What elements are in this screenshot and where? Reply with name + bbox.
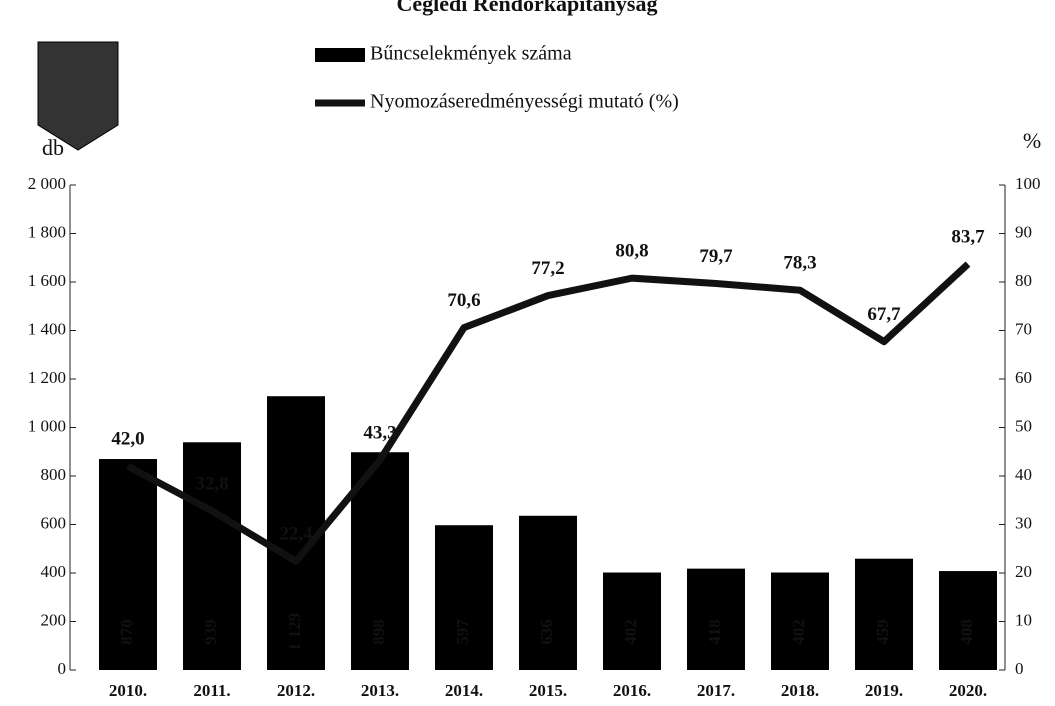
bar-value-label: 459 — [873, 619, 892, 645]
y2-tick-label: 100 — [1015, 174, 1041, 193]
x-tick-label: 2015. — [529, 681, 567, 700]
bar-value-label: 1 129 — [285, 613, 304, 651]
bar — [855, 558, 913, 670]
line-value-label: 70,6 — [447, 290, 480, 311]
bar — [183, 442, 241, 670]
x-tick-label: 2013. — [361, 681, 399, 700]
bar-value-label: 418 — [705, 619, 724, 645]
y2-tick-label: 40 — [1015, 465, 1032, 484]
y2-tick-label: 30 — [1015, 513, 1032, 532]
bar — [771, 572, 829, 670]
line — [126, 261, 971, 565]
y-axis-label: db — [42, 135, 64, 160]
legend-label: Bűncselekmények száma — [370, 43, 572, 65]
line-value-label: 67,7 — [867, 304, 901, 325]
y-tick-label: 600 — [41, 513, 67, 532]
line-value-label: 78,3 — [783, 253, 816, 274]
line-value-label: 79,7 — [699, 246, 733, 267]
y2-tick-label: 70 — [1015, 319, 1032, 338]
y-tick-label: 1 600 — [28, 271, 66, 290]
line-value-label: 43,3 — [363, 422, 396, 443]
line-value-label: 42,0 — [111, 429, 144, 450]
legend-swatch — [315, 48, 365, 62]
police-logo — [37, 41, 119, 151]
bar-value-label: 898 — [369, 619, 388, 645]
x-tick-label: 2011. — [193, 681, 230, 700]
y2-tick-label: 0 — [1015, 659, 1024, 678]
y-tick-label: 1 000 — [28, 416, 66, 435]
x-tick-label: 2019. — [865, 681, 903, 700]
y2-axis-label: % — [1023, 128, 1041, 153]
y-tick-label: 800 — [41, 465, 67, 484]
y-tick-label: 1 800 — [28, 222, 66, 241]
x-tick-label: 2014. — [445, 681, 483, 700]
line-value-label: 22,4 — [279, 524, 313, 545]
bar — [519, 515, 577, 670]
y-tick-label: 400 — [41, 562, 67, 581]
bar-value-label: 402 — [621, 619, 640, 645]
x-tick-label: 2010. — [109, 681, 147, 700]
x-tick-label: 2018. — [781, 681, 819, 700]
y-tick-label: 2 000 — [28, 174, 66, 193]
y-tick-label: 1 400 — [28, 319, 66, 338]
bar-value-label: 408 — [957, 619, 976, 645]
y-tick-label: 0 — [58, 659, 67, 678]
bar-value-label: 597 — [453, 619, 472, 645]
line-value-label: 83,7 — [951, 226, 985, 247]
y2-tick-label: 90 — [1015, 222, 1032, 241]
y2-tick-label: 20 — [1015, 562, 1032, 581]
y2-tick-label: 60 — [1015, 368, 1032, 387]
bar — [939, 571, 997, 670]
bar-value-label: 870 — [117, 619, 136, 645]
bar-value-label: 402 — [789, 619, 808, 645]
line-value-label: 32,8 — [195, 473, 228, 494]
chart-title: Ceglédi Rendőrkapitányság — [397, 0, 658, 16]
bar — [435, 525, 493, 670]
line-value-label: 80,8 — [615, 240, 648, 261]
bar-value-label: 636 — [537, 619, 556, 645]
x-tick-label: 2012. — [277, 681, 315, 700]
line-value-label: 77,2 — [531, 258, 564, 279]
y2-tick-label: 10 — [1015, 610, 1032, 629]
x-tick-label: 2016. — [613, 681, 651, 700]
bar — [687, 568, 745, 670]
x-tick-label: 2020. — [949, 681, 987, 700]
y-tick-label: 200 — [41, 610, 67, 629]
bar — [603, 572, 661, 670]
bar-value-label: 939 — [201, 619, 220, 645]
y2-tick-label: 80 — [1015, 271, 1032, 290]
legend-label: Nyomozáseredményességi mutató (%) — [370, 91, 679, 113]
bar — [99, 459, 157, 670]
y-tick-label: 1 200 — [28, 368, 66, 387]
x-tick-label: 2017. — [697, 681, 735, 700]
y2-tick-label: 50 — [1015, 416, 1032, 435]
